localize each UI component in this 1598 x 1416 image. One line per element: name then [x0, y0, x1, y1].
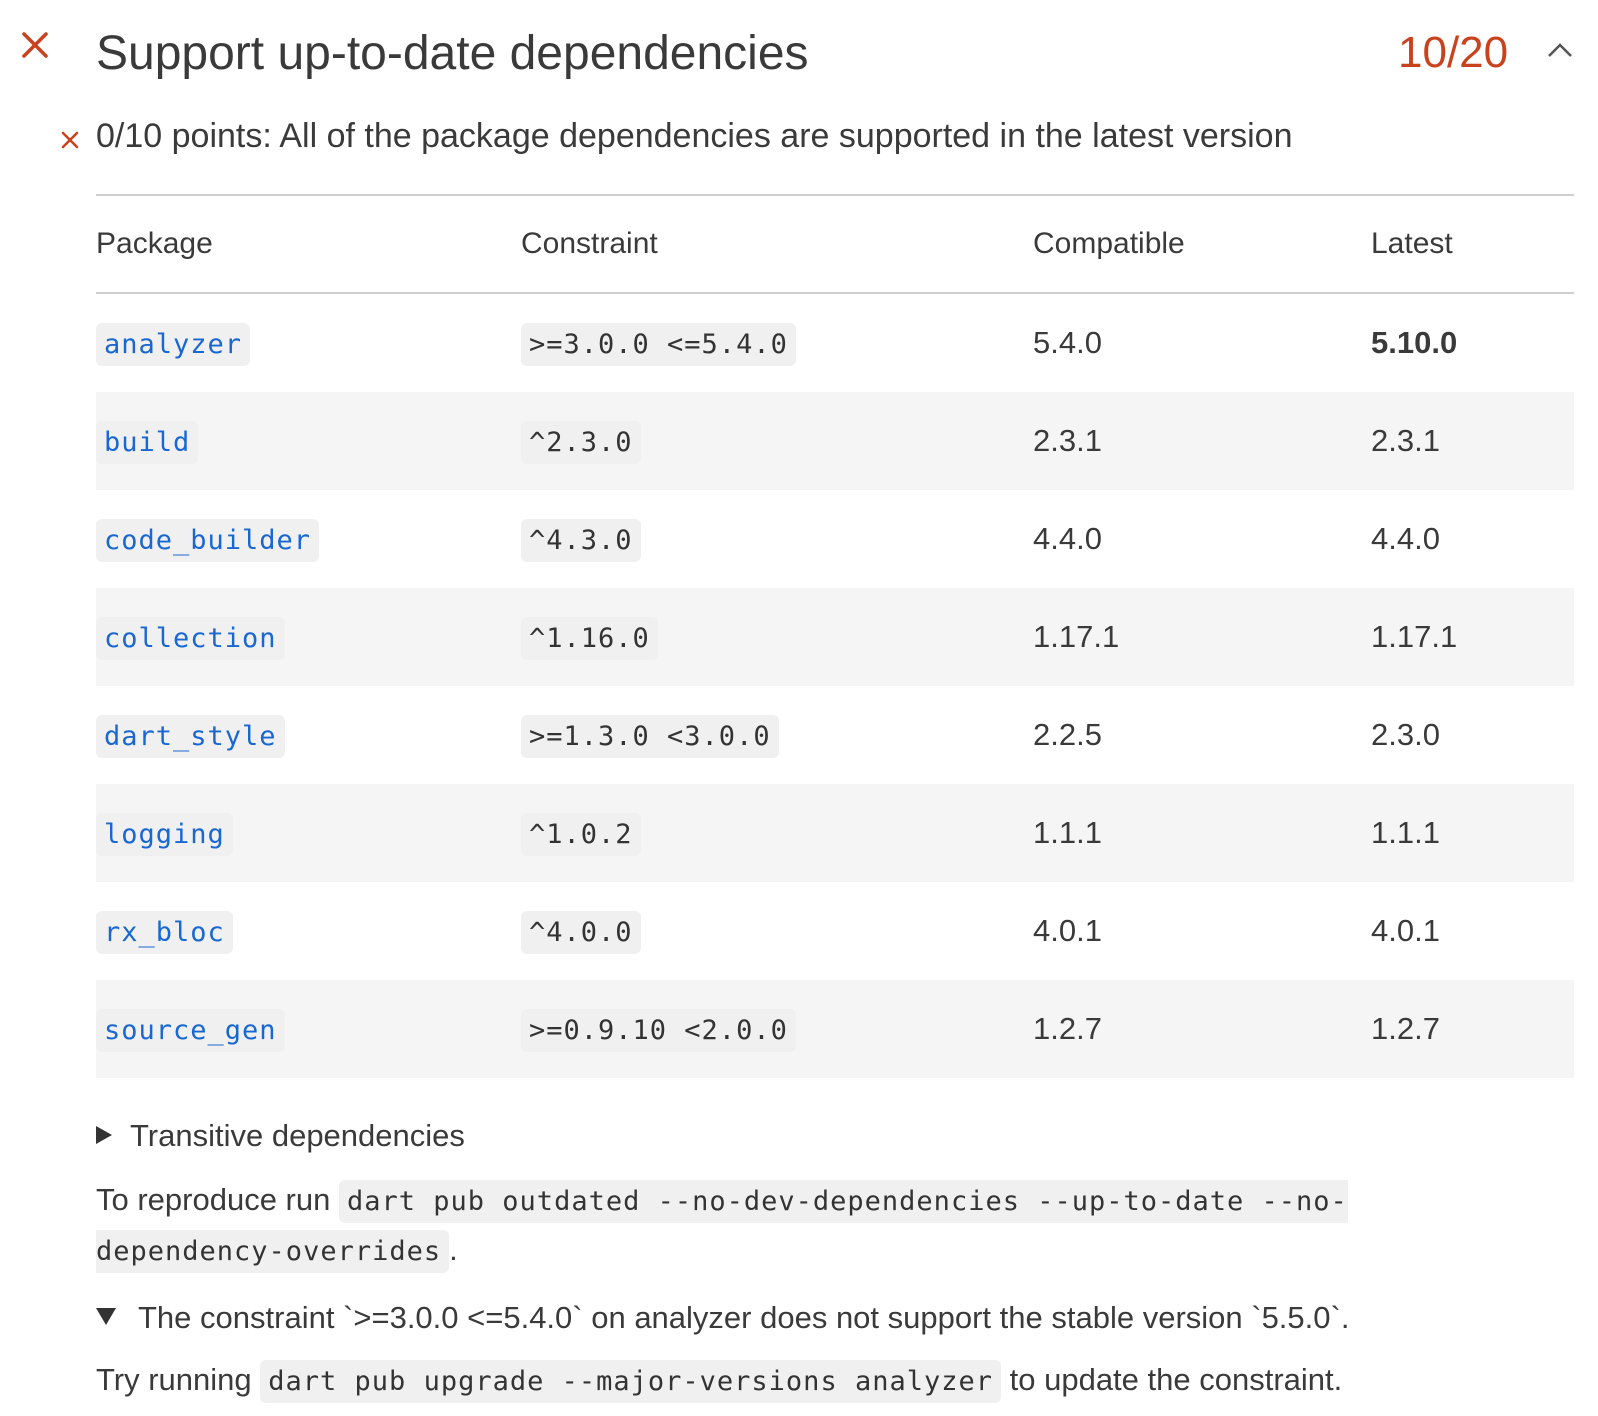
transitive-dependencies-toggle[interactable]: Transitive dependencies — [96, 1118, 465, 1154]
table-header-row: Package Constraint Compatible Latest — [96, 195, 1574, 294]
latest-value: 4.0.1 — [1371, 913, 1440, 948]
package-link[interactable]: source_gen — [96, 1009, 285, 1052]
table-row: analyzer >=3.0.0 <=5.4.0 5.4.0 5.10.0 — [96, 293, 1574, 392]
reproduce-prefix: To reproduce run — [96, 1182, 331, 1217]
package-link[interactable]: rx_bloc — [96, 911, 233, 954]
compatible-value: 1.1.1 — [1033, 784, 1371, 882]
upgrade-instructions: Try running dart pub upgrade --major-ver… — [96, 1360, 1343, 1403]
latest-value: 2.3.1 — [1371, 392, 1574, 490]
table-row: logging ^1.0.2 1.1.1 1.1.1 — [96, 784, 1574, 882]
latest-value: 2.3.0 — [1371, 717, 1440, 752]
constraint-value: ^1.0.2 — [521, 813, 641, 856]
compatible-value: 4.4.0 — [1033, 521, 1102, 556]
constraint-value: ^4.0.0 — [521, 911, 641, 954]
table-row: source_gen >=0.9.10 <2.0.0 1.2.7 1.2.7 — [96, 980, 1574, 1078]
section-score: 10/20 — [1398, 28, 1509, 77]
constraint-value: >=3.0.0 <=5.4.0 — [521, 323, 796, 366]
transitive-dependencies-label: Transitive dependencies — [130, 1118, 465, 1153]
close-icon — [22, 32, 48, 58]
table-row: build ^2.3.0 2.3.1 2.3.1 — [96, 392, 1574, 490]
constraint-value: >=1.3.0 <3.0.0 — [521, 715, 779, 758]
compatible-value: 1.2.7 — [1033, 980, 1371, 1078]
table-row: rx_bloc ^4.0.0 4.0.1 4.0.1 — [96, 882, 1574, 980]
table-row: code_builder ^4.3.0 4.4.0 4.4.0 — [96, 490, 1574, 588]
dependencies-table: Package Constraint Compatible Latest ana… — [96, 194, 1574, 1078]
compatible-value: 5.4.0 — [1033, 325, 1102, 360]
table-row: collection ^1.16.0 1.17.1 1.17.1 — [96, 588, 1574, 686]
compatible-value: 2.2.5 — [1033, 717, 1102, 752]
latest-value: 5.10.0 — [1371, 325, 1458, 360]
compatible-value: 2.3.1 — [1033, 392, 1371, 490]
chevron-up-icon[interactable] — [1545, 40, 1575, 60]
table-row: dart_style >=1.3.0 <3.0.0 2.2.5 2.3.0 — [96, 686, 1574, 784]
constraint-value: >=0.9.10 <2.0.0 — [521, 1009, 796, 1052]
constraint-value: ^1.16.0 — [521, 617, 658, 660]
latest-value: 1.17.1 — [1371, 588, 1574, 686]
package-link[interactable]: build — [96, 421, 199, 464]
reproduce-suffix: . — [449, 1232, 458, 1267]
package-link[interactable]: logging — [96, 813, 233, 856]
package-link[interactable]: analyzer — [96, 323, 251, 366]
column-header-package: Package — [96, 195, 521, 294]
column-header-compatible: Compatible — [1033, 195, 1371, 294]
constraint-note: The constraint `>=3.0.0 <=5.4.0` on anal… — [138, 1300, 1350, 1335]
constraint-value: ^2.3.0 — [521, 421, 641, 464]
latest-value: 4.4.0 — [1371, 521, 1440, 556]
package-link[interactable]: collection — [96, 617, 285, 660]
section-header[interactable]: Support up-to-date dependencies 10/20 — [0, 0, 1598, 110]
try-running-suffix: to update the constraint. — [1009, 1362, 1343, 1397]
try-running-prefix: Try running — [96, 1362, 252, 1397]
constraint-value: ^4.3.0 — [521, 519, 641, 562]
latest-value: 1.2.7 — [1371, 980, 1574, 1078]
column-header-latest: Latest — [1371, 195, 1574, 294]
triangle-right-icon — [96, 1125, 112, 1144]
section-title: Support up-to-date dependencies — [96, 27, 809, 80]
triangle-down-icon — [96, 1308, 116, 1326]
close-icon — [61, 131, 79, 149]
column-header-constraint: Constraint — [521, 195, 1033, 294]
compatible-value: 4.0.1 — [1033, 913, 1102, 948]
subsection-title: 0/10 points: All of the package dependen… — [96, 117, 1293, 155]
latest-value: 1.1.1 — [1371, 784, 1574, 882]
upgrade-command: dart pub upgrade --major-versions analyz… — [260, 1360, 1001, 1403]
compatible-value: 1.17.1 — [1033, 588, 1371, 686]
package-link[interactable]: dart_style — [96, 715, 285, 758]
constraint-details-toggle[interactable]: The constraint `>=3.0.0 <=5.4.0` on anal… — [96, 1300, 1349, 1336]
package-link[interactable]: code_builder — [96, 519, 320, 562]
reproduce-instructions: To reproduce run dart pub outdated --no-… — [96, 1176, 1536, 1276]
